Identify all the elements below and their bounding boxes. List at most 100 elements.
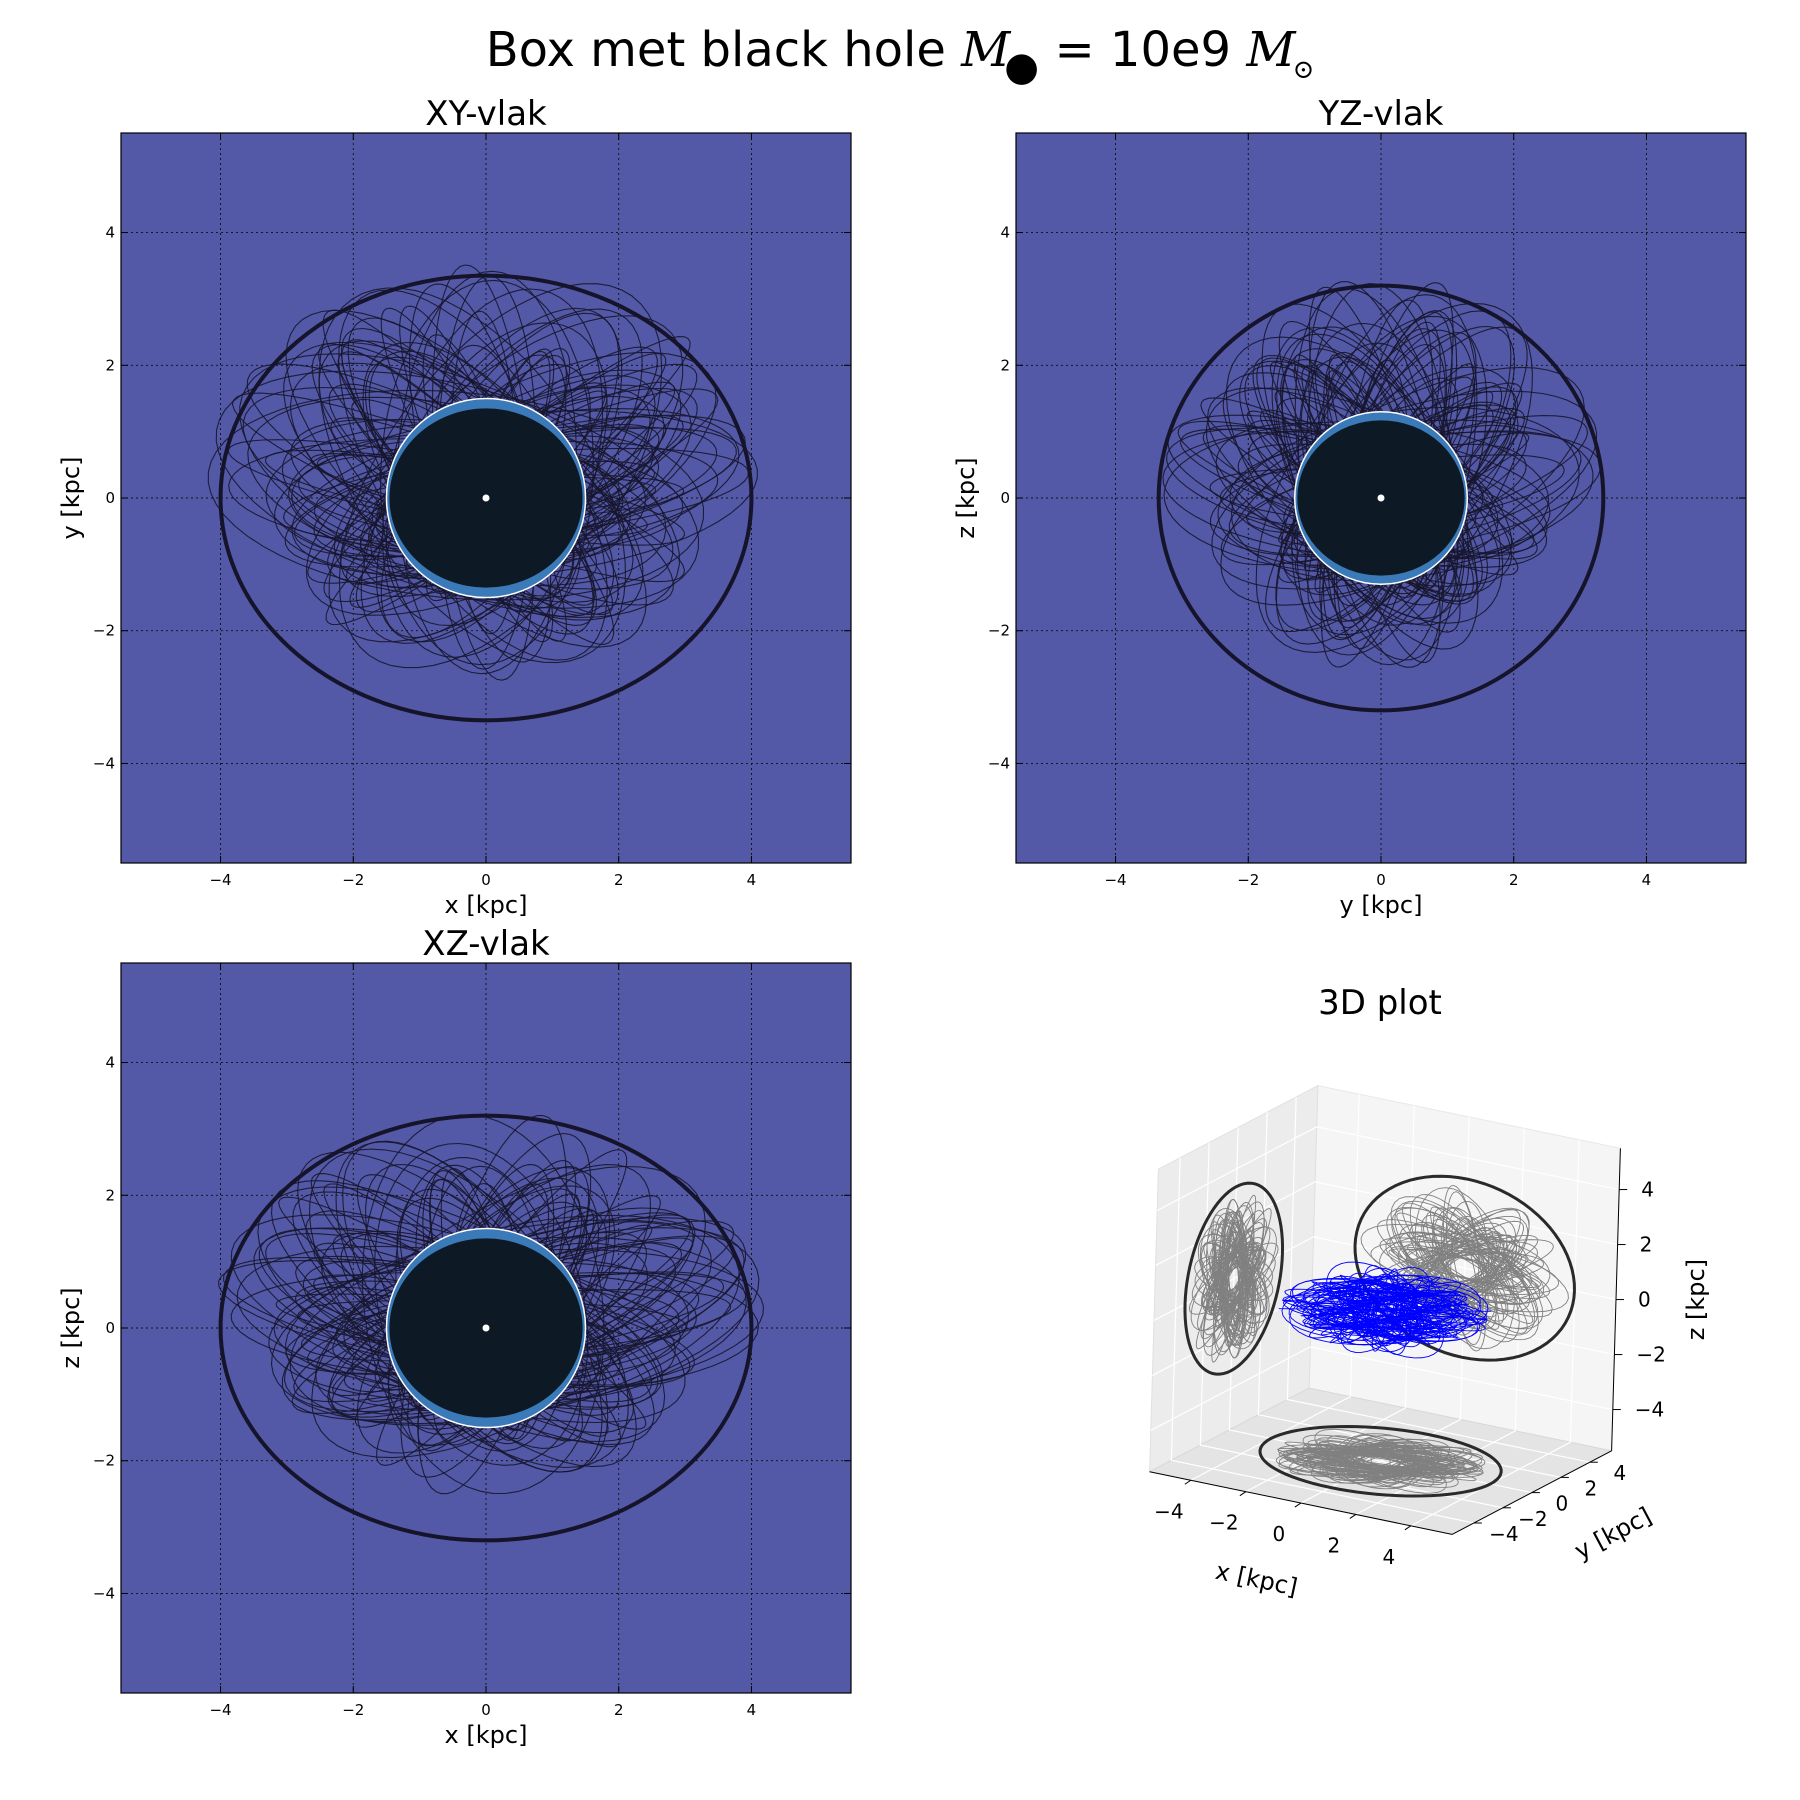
z-axis-label: z [kpc]: [1682, 1259, 1710, 1340]
projection-xz-wall-outline: [1353, 1174, 1576, 1362]
orbit-line: [363, 375, 656, 589]
y-tick-label: −4: [93, 1584, 115, 1602]
orbit-line: [435, 275, 538, 670]
projection-yz-wall: [1188, 1194, 1279, 1363]
orbit-line: [1207, 387, 1513, 585]
orbit-line: [376, 1149, 628, 1466]
orbit-line: [275, 1293, 637, 1356]
orbit-line: [283, 447, 750, 543]
projection-orbit: [1314, 1428, 1447, 1494]
orbit-line: [1275, 310, 1512, 645]
y-tick-label: 2: [105, 356, 115, 374]
orbit-line: [1322, 311, 1453, 639]
orbit-line: [1215, 422, 1499, 562]
x-tick-label: −2: [342, 871, 364, 889]
projection-orbit: [1212, 1214, 1255, 1343]
trajectory-orbit: [1319, 1285, 1451, 1335]
orbit-line: [1237, 443, 1477, 541]
orbit-trajectories: [1162, 281, 1601, 668]
orbit-line: [355, 346, 658, 613]
trajectory-orbit: [1282, 1291, 1488, 1329]
orbit-line: [313, 1242, 607, 1389]
projection-orbit: [1212, 1242, 1255, 1315]
orbit-line: [308, 1148, 629, 1469]
trajectory-orbit: [1281, 1278, 1489, 1342]
x-tick-label: 0: [481, 871, 491, 889]
x-tick: [1184, 1479, 1192, 1485]
outer-ellipse: [1156, 283, 1606, 713]
orbit-line: [1228, 430, 1582, 556]
orbit-line: [365, 1163, 581, 1449]
z-tick-label: 2: [1640, 1233, 1653, 1257]
y-tick-label: 4: [105, 224, 115, 242]
orbit-trajectories: [207, 264, 758, 681]
trajectory-3d: [1278, 1261, 1492, 1359]
projection-orbit: [1308, 1455, 1453, 1468]
trajectory-orbit: [1307, 1294, 1463, 1326]
orbit-line: [360, 308, 643, 644]
projection-orbit: [1278, 1450, 1484, 1473]
orbit-line: [305, 1210, 620, 1416]
orbit-line: [273, 1260, 760, 1395]
orbit-line: [1308, 281, 1446, 668]
orbit-line: [338, 283, 663, 669]
projection-yz-wall-outline: [1183, 1181, 1285, 1376]
y-tick-label: 0: [105, 489, 115, 507]
orbit-line: [1283, 443, 1527, 541]
orbit-line: [1301, 365, 1437, 589]
orbit-line: [1316, 376, 1475, 581]
orbit-line: [431, 1164, 555, 1446]
projection-orbit: [1312, 1446, 1449, 1477]
orbit-line: [1280, 366, 1517, 596]
inner-circle: [385, 397, 587, 599]
panel-title: XY-vlak: [425, 94, 547, 134]
projection-orbit: [1391, 1207, 1539, 1329]
projection-orbit: [1443, 1184, 1487, 1352]
z-tick-label: −4: [1635, 1398, 1664, 1422]
orbit-line: [417, 1159, 577, 1452]
projection-xy-floor: [1275, 1428, 1486, 1494]
y-tick-label: −2: [93, 1452, 115, 1470]
x-tick-label: 2: [614, 871, 624, 889]
orbit-line: [218, 1260, 695, 1386]
orbit-line: [1256, 357, 1475, 602]
x-axis-label: x [kpc]: [445, 1721, 528, 1749]
grid-line-z: [1156, 1126, 1620, 1211]
orbit-line: [265, 1233, 653, 1403]
black-hole-marker: [482, 1324, 490, 1332]
orbit-line: [207, 389, 705, 601]
z-tick-label: −2: [1636, 1343, 1665, 1367]
orbit-line: [450, 310, 521, 635]
x-tick-label: −2: [1209, 1511, 1238, 1535]
orbit-line: [1163, 421, 1550, 575]
orbit-line: [300, 1289, 732, 1362]
orbit-line: [396, 270, 578, 675]
orbit-line: [1306, 283, 1454, 666]
orbit-line: [328, 1207, 694, 1423]
orbit-line: [311, 344, 619, 615]
orbit-line: [1246, 410, 1475, 560]
orbit-line: [1296, 294, 1478, 656]
grid-line-y: [1286, 1096, 1590, 1463]
grid-line-x: [1410, 1139, 1580, 1527]
orbit-line: [1248, 431, 1468, 548]
trajectory-orbit: [1294, 1296, 1476, 1324]
outer-ellipse: [218, 273, 754, 723]
grid-line-x: [1190, 1094, 1360, 1481]
projection-orbit: [1203, 1201, 1265, 1356]
x-tick: [1294, 1502, 1302, 1508]
projection-orbit: [1289, 1450, 1472, 1473]
black-hole-mass-symbol: M●: [961, 22, 1040, 90]
grid-line-x: [1355, 1128, 1525, 1515]
orbit-line: [285, 309, 647, 648]
orbit-line: [328, 315, 684, 643]
orbit-line: [1246, 454, 1565, 535]
panel-xz: −4 −2 0 2 4 −4 −2 0 2 4 XZ-vlak x [kpc] z [kpc]: [57, 924, 852, 1749]
orbit-line: [1220, 366, 1585, 606]
orbit-line: [264, 449, 648, 536]
projection-orbit: [1195, 1207, 1272, 1350]
orbit-line: [417, 1115, 567, 1495]
mass-value: = 10e9: [1054, 22, 1232, 78]
orbit-line: [374, 1142, 589, 1466]
